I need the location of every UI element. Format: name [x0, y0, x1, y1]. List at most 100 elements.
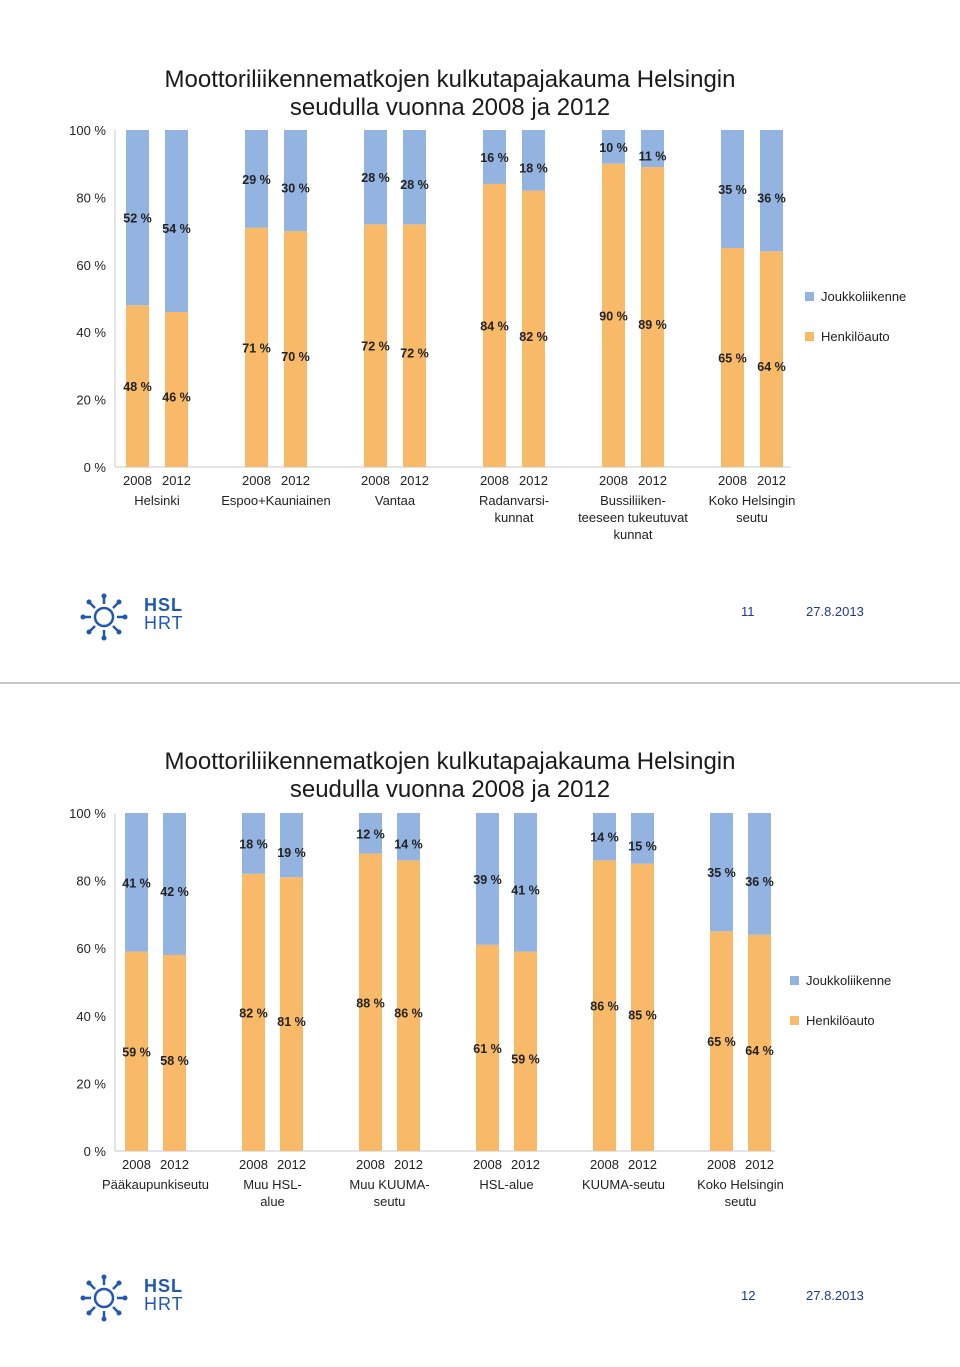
bar-joukkoliikenne	[593, 813, 616, 861]
data-label-joukkoliikenne: 16 %	[480, 151, 509, 165]
bar-joukkoliikenne	[748, 813, 771, 935]
bar-henkiloauto	[364, 224, 387, 467]
data-label-henkiloauto: 46 %	[162, 390, 191, 404]
data-label-joukkoliikenne: 10 %	[599, 141, 628, 155]
x-tick-year: 2008	[599, 473, 628, 488]
y-tick-label: 0 %	[84, 460, 107, 475]
y-tick-label: 40 %	[76, 1009, 106, 1024]
bar-joukkoliikenne	[284, 130, 307, 232]
data-label-joukkoliikenne: 15 %	[628, 839, 657, 853]
bar-joukkoliikenne	[125, 813, 148, 952]
bar-henkiloauto	[483, 183, 506, 468]
bar-joukkoliikenne	[403, 130, 426, 225]
y-tick-label: 20 %	[76, 1076, 106, 1091]
bar-henkiloauto	[245, 227, 268, 467]
bar-henkiloauto	[163, 954, 186, 1151]
y-tick-label: 100 %	[69, 123, 106, 138]
x-category-label: Espoo+Kauniainen	[221, 493, 331, 508]
bar-henkiloauto	[593, 860, 616, 1151]
y-tick-label: 0 %	[84, 1144, 107, 1159]
data-label-henkiloauto: 70 %	[281, 350, 310, 364]
bar-henkiloauto	[602, 163, 625, 467]
legend-joukkoliikenne-swatch	[790, 976, 799, 985]
bar-joukkoliikenne	[641, 130, 664, 168]
bar-henkiloauto	[403, 224, 426, 467]
bar-joukkoliikenne	[602, 130, 625, 164]
data-label-henkiloauto: 86 %	[394, 1007, 423, 1021]
bar-joukkoliikenne	[522, 130, 545, 191]
data-label-joukkoliikenne: 54 %	[162, 222, 191, 236]
x-tick-year: 2008	[242, 473, 271, 488]
legend-joukkoliikenne-swatch	[805, 292, 814, 301]
data-label-joukkoliikenne: 28 %	[400, 178, 429, 192]
x-category-label: seutu	[725, 1194, 757, 1209]
data-label-joukkoliikenne: 36 %	[757, 192, 786, 206]
x-category-label: teeseen tukeutuvat	[578, 510, 688, 525]
x-tick-year: 2012	[628, 1157, 657, 1172]
bar-joukkoliikenne	[514, 813, 537, 952]
bar-joukkoliikenne	[364, 130, 387, 225]
chart-title-line-2: seudulla vuonna 2008 ja 2012	[289, 94, 611, 121]
chart-title-line-1: Moottoriliikennematkojen kulkutapajakaum…	[164, 66, 736, 93]
bar-joukkoliikenne	[165, 130, 188, 312]
data-label-henkiloauto: 58 %	[160, 1054, 189, 1068]
data-label-henkiloauto: 88 %	[356, 996, 385, 1010]
legend-henkiloauto-swatch	[805, 332, 814, 341]
legend-henkiloauto-swatch	[790, 1016, 799, 1025]
data-label-joukkoliikenne: 36 %	[745, 875, 774, 889]
hsl-sun-icon	[80, 1274, 128, 1322]
logo-hrt-text: HRT	[144, 1294, 184, 1314]
x-tick-year: 2008	[122, 1157, 151, 1172]
x-tick-year: 2008	[123, 473, 152, 488]
bar-henkiloauto	[284, 231, 307, 467]
bar-joukkoliikenne	[359, 813, 382, 854]
bar-joukkoliikenne	[483, 130, 506, 184]
bar-joukkoliikenne	[163, 813, 186, 955]
y-tick-label: 60 %	[76, 258, 106, 273]
x-tick-year: 2008	[707, 1157, 736, 1172]
y-tick-label: 60 %	[76, 941, 106, 956]
data-label-joukkoliikenne: 19 %	[277, 846, 306, 860]
x-category-label: Radanvarsi-	[479, 493, 549, 508]
x-category-label: Muu KUUMA-	[349, 1177, 429, 1192]
stacked-bar-chart-1: 0 % 20 % 40 % 60 % 80 % 100 % 48 % 52 % 2008 46 %…	[69, 123, 906, 542]
legend-joukkoliikenne-label: Joukkoliikenne	[806, 973, 891, 988]
hsl-logo: HSL HRT	[80, 1273, 200, 1323]
slide-2: Moottoriliikennematkojen kulkutapajakaum…	[0, 684, 960, 1367]
x-category-label: Muu HSL-	[243, 1177, 302, 1192]
x-tick-year: 2012	[162, 473, 191, 488]
chart-title-line-1: Moottoriliikennematkojen kulkutapajakaum…	[164, 748, 736, 775]
bar-henkiloauto	[710, 931, 733, 1151]
x-category-label: Helsinki	[134, 493, 180, 508]
bar-joukkoliikenne	[476, 813, 499, 945]
bar-henkiloauto	[165, 311, 188, 467]
x-category-label: kunnat	[494, 510, 533, 525]
bar-henkiloauto	[126, 305, 149, 467]
x-category-label: kunnat	[613, 527, 652, 542]
x-category-label: Koko Helsingin	[709, 493, 796, 508]
x-tick-year: 2012	[400, 473, 429, 488]
bar-joukkoliikenne	[397, 813, 420, 861]
chart-title-line-2: seudulla vuonna 2008 ja 2012	[289, 776, 611, 803]
data-label-henkiloauto: 90 %	[599, 309, 628, 323]
legend-henkiloauto-label: Henkilöauto	[806, 1013, 875, 1028]
data-label-henkiloauto: 61 %	[473, 1042, 502, 1056]
bar-henkiloauto	[721, 247, 744, 467]
data-label-henkiloauto: 59 %	[511, 1052, 540, 1066]
bar-joukkoliikenne	[245, 130, 268, 228]
slide-separator	[0, 682, 960, 684]
x-category-label: Koko Helsingin	[697, 1177, 784, 1192]
footer-date: 27.8.2013	[806, 604, 864, 619]
x-tick-year: 2012	[160, 1157, 189, 1172]
y-tick-label: 20 %	[76, 393, 106, 408]
legend-henkiloauto-label: Henkilöauto	[821, 329, 890, 344]
data-label-henkiloauto: 72 %	[400, 347, 429, 361]
data-label-henkiloauto: 64 %	[745, 1044, 774, 1058]
x-tick-year: 2012	[757, 473, 786, 488]
x-category-label: KUUMA-seutu	[582, 1177, 665, 1192]
logo-hsl-text: HSL	[144, 595, 183, 615]
data-label-joukkoliikenne: 29 %	[242, 173, 271, 187]
chart-title: Moottoriliikennematkojen kulkutapajakaum…	[120, 748, 780, 804]
data-label-joukkoliikenne: 30 %	[281, 182, 310, 196]
x-tick-year: 2008	[480, 473, 509, 488]
